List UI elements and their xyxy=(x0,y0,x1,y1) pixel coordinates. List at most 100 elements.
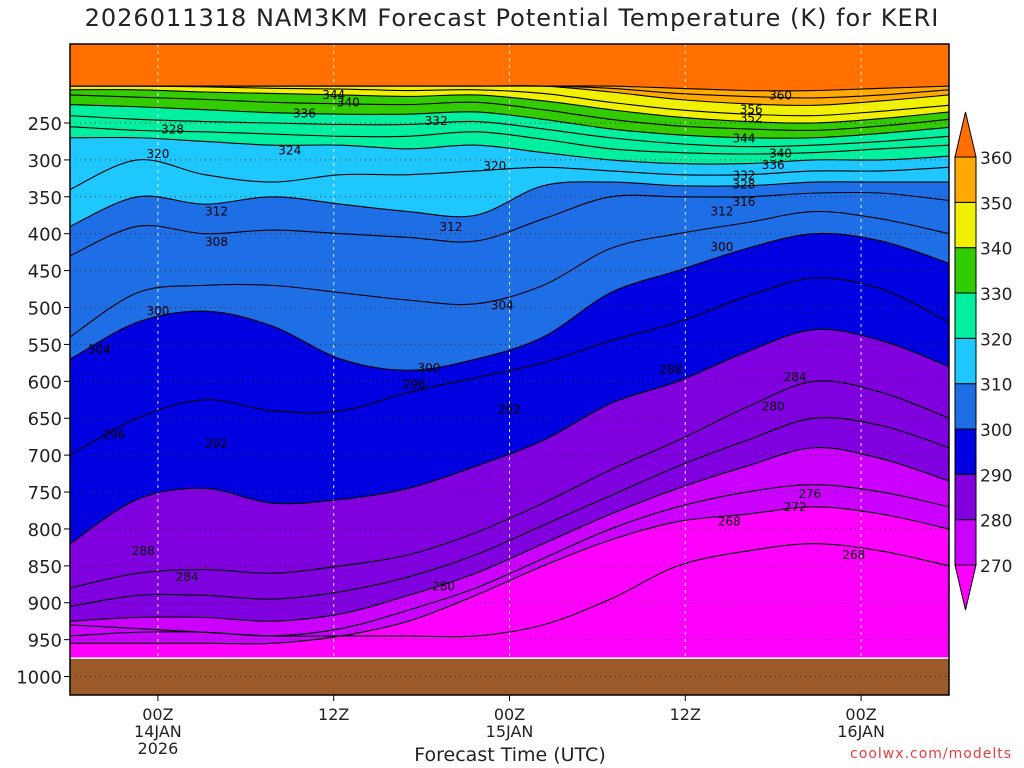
colorbar-swatch xyxy=(954,201,977,249)
contour-label: 288 xyxy=(132,544,155,558)
contour-label: 316 xyxy=(732,195,755,209)
ground-layer xyxy=(70,657,949,695)
contour-label: 356 xyxy=(740,103,763,117)
isotherm-328 xyxy=(70,115,949,148)
y-tick-label: 750 xyxy=(28,483,62,504)
colorbar-label: 270 xyxy=(980,557,1012,577)
y-tick-label: 850 xyxy=(28,557,62,578)
isotherm-276 xyxy=(70,484,949,637)
contour-label: 268 xyxy=(718,515,741,529)
contour-label: 304 xyxy=(491,298,514,312)
contour-label: 312 xyxy=(710,205,733,219)
y-tick-label: 800 xyxy=(28,520,62,541)
credit-text: coolwx.com/modelts xyxy=(850,746,1012,762)
isotherm-284 xyxy=(70,417,949,607)
contour-label: 336 xyxy=(762,158,785,172)
contour-label: 324 xyxy=(278,143,301,157)
y-tick-label: 700 xyxy=(28,446,62,467)
colorbar-swatch xyxy=(954,247,977,294)
colorbar-label: 320 xyxy=(980,330,1012,350)
isotherm-288 xyxy=(70,380,949,589)
contour-labels: 3443403363323283243203203603563523443403… xyxy=(88,88,865,594)
y-tick-label: 400 xyxy=(28,225,62,246)
contour-label: 332 xyxy=(732,168,755,182)
isotherm-292 xyxy=(70,328,949,545)
contour-label: 340 xyxy=(769,146,792,160)
ground-fill xyxy=(70,658,949,695)
x-tick-label: 12Z xyxy=(670,705,701,724)
contour-label: 332 xyxy=(425,114,448,128)
x-tick-year: 2026 xyxy=(138,739,179,758)
y-tick-label: 500 xyxy=(28,299,62,320)
isotherm-320 xyxy=(70,136,949,165)
contour-label: 360 xyxy=(769,89,792,103)
y-tick-label: 650 xyxy=(28,409,62,430)
contour-label: 272 xyxy=(784,500,807,514)
colorbar-label: 330 xyxy=(980,285,1012,305)
contour-label: 300 xyxy=(417,361,440,375)
x-tick-date: 16JAN xyxy=(837,722,885,741)
contour-label: 340 xyxy=(337,95,360,109)
contour-label: 300 xyxy=(710,240,733,254)
y-tick-label: 950 xyxy=(28,631,62,652)
colorbar-label: 310 xyxy=(980,376,1012,396)
colorbar-swatch xyxy=(954,519,977,566)
x-tick-label: 00Z xyxy=(845,705,876,724)
contour-label: 284 xyxy=(784,370,807,384)
colorbar-label: 350 xyxy=(980,194,1012,214)
contour-label: 280 xyxy=(432,580,455,594)
colorbar-swatch xyxy=(954,292,977,339)
contour-label: 292 xyxy=(205,437,228,451)
contour-label: 296 xyxy=(102,427,125,441)
isotherm-300 xyxy=(70,232,949,371)
colorbar-swatch xyxy=(954,156,977,203)
colorbar-top-arrow xyxy=(954,111,977,158)
y-tick-label: 1000 xyxy=(16,668,62,689)
contour-label: 352 xyxy=(740,111,763,125)
contour-label: 292 xyxy=(498,402,521,416)
isotherm-296 xyxy=(70,277,949,456)
isotherm-332 xyxy=(70,103,949,139)
contour-label: 308 xyxy=(205,235,228,249)
isotherm-344 xyxy=(70,85,949,117)
colorbar-swatch xyxy=(954,473,977,521)
y-tick-label: 550 xyxy=(28,335,62,356)
isotherm-336 xyxy=(70,94,949,132)
contour-label: 284 xyxy=(176,570,199,584)
contour-label: 328 xyxy=(161,123,184,137)
colorbar-swatch xyxy=(954,383,977,430)
x-tick-label: 00Z xyxy=(494,705,525,724)
x-tick-date: 15JAN xyxy=(486,722,534,741)
contour-label: 268 xyxy=(842,548,865,562)
contour-label: 344 xyxy=(322,88,345,102)
contour-label: 276 xyxy=(798,487,821,501)
colorbar-swatch xyxy=(954,337,977,385)
contour-label: 320 xyxy=(483,159,506,173)
contour-label: 300 xyxy=(146,304,169,318)
contour-label: 320 xyxy=(146,147,169,161)
y-tick-label: 250 xyxy=(28,114,62,135)
isotherm-360 xyxy=(70,85,949,92)
y-tick-label: 900 xyxy=(28,594,62,615)
isotherm-contours xyxy=(70,85,949,645)
colorbar-bottom-arrow xyxy=(954,564,977,611)
isotherm-316 xyxy=(70,159,949,190)
colorbar-swatch xyxy=(954,428,977,475)
chart-title: 2026011318 NAM3KM Forecast Potential Tem… xyxy=(84,4,940,32)
contour-label: 344 xyxy=(732,131,755,145)
contour-label: 336 xyxy=(293,106,316,120)
colorbar-label: 360 xyxy=(980,149,1012,169)
isotherm-280 xyxy=(70,447,949,622)
isotherm-304 xyxy=(70,210,949,338)
x-tick-label: 00Z xyxy=(142,705,173,724)
y-tick-label: 300 xyxy=(28,151,62,172)
colorbar-label: 290 xyxy=(980,466,1012,486)
colorbar-label: 300 xyxy=(980,421,1012,441)
isotherm-340 xyxy=(70,89,949,124)
x-tick-label: 12Z xyxy=(318,705,349,724)
colorbar-label: 340 xyxy=(980,240,1012,260)
contour-label: 280 xyxy=(762,399,785,413)
x-tick-date: 14JAN xyxy=(134,722,182,741)
